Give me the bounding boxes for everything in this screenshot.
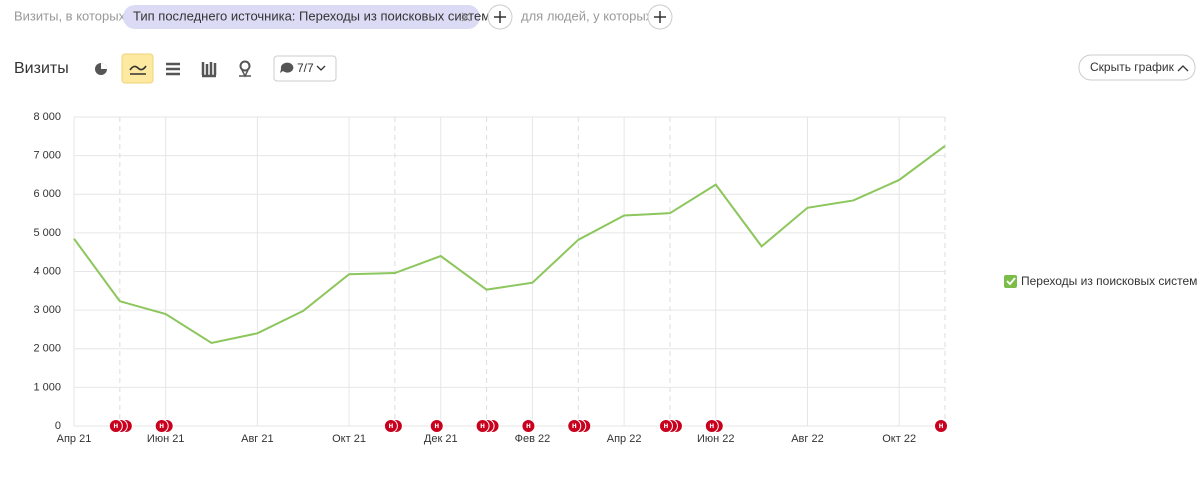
- x-tick-label: Апр 22: [607, 433, 642, 445]
- annotation-label: н: [664, 421, 669, 430]
- add-people-condition[interactable]: [647, 4, 673, 30]
- annotation-dot: [429, 419, 444, 433]
- annotation-label: н: [388, 421, 393, 430]
- annotation-marker[interactable]: н: [567, 419, 592, 433]
- y-tick-label: 8 000: [33, 111, 61, 123]
- annotation-label: н: [939, 421, 944, 430]
- annotation-dot: [108, 419, 123, 433]
- annotation-marker[interactable]: н: [154, 419, 174, 433]
- legend-checkbox[interactable]: [1004, 275, 1017, 288]
- annotation-dot: [383, 419, 398, 433]
- annotation-dot: [154, 419, 169, 433]
- x-tick-label: Окт 21: [332, 433, 366, 445]
- annotation-marker[interactable]: н: [383, 419, 403, 433]
- chip-remove[interactable]: [461, 12, 471, 22]
- annotation-dot: [475, 419, 490, 433]
- toolbar-title: Визиты: [14, 60, 69, 77]
- annotation-dot: [658, 419, 673, 433]
- x-tick-label: Июн 21: [147, 433, 185, 445]
- x-tick-label: Дек 21: [424, 433, 458, 445]
- annotation-label: н: [526, 421, 531, 430]
- add-condition[interactable]: [487, 4, 513, 30]
- chart-type-area[interactable]: [166, 62, 180, 76]
- y-tick-label: 5 000: [33, 227, 61, 239]
- filter-chip[interactable]: [123, 5, 480, 29]
- series-line: [73, 145, 946, 345]
- chart-type-map[interactable]: [239, 60, 251, 78]
- chart-type-pie[interactable]: [95, 63, 107, 75]
- annotation-dot: [934, 419, 948, 433]
- x-tick-label: Апр 21: [57, 433, 92, 445]
- y-tick-label: 1 000: [33, 381, 61, 393]
- x-tick-label: Фев 22: [515, 433, 551, 445]
- annotation-label: н: [709, 421, 714, 430]
- y-tick-label: 6 000: [33, 188, 61, 200]
- annotation-marker[interactable]: н: [429, 419, 444, 433]
- chart-type-bar[interactable]: [201, 62, 217, 78]
- comments-icon: [280, 62, 294, 73]
- annotation-dot: [567, 419, 582, 433]
- x-tick-label: Авг 21: [241, 433, 273, 445]
- annotation-marker[interactable]: н: [658, 419, 683, 433]
- annotation-label: н: [572, 421, 577, 430]
- hide-chart-button[interactable]: [1078, 54, 1196, 81]
- dropdown-caret: [316, 65, 326, 71]
- annotation-dot: [521, 419, 536, 433]
- annotation-marker[interactable]: н: [108, 419, 133, 433]
- annotation-marker[interactable]: н: [521, 419, 536, 433]
- x-tick-label: Авг 22: [791, 433, 823, 445]
- comments-dropdown[interactable]: [273, 55, 337, 82]
- hide-chart-caret: [1177, 65, 1189, 72]
- y-tick-label: 7 000: [33, 150, 61, 162]
- annotation-label: н: [159, 421, 164, 430]
- legend-check: [1006, 277, 1016, 286]
- legend-label: Переходы из поисковых систем: [1021, 274, 1197, 288]
- x-tick-label: Окт 22: [882, 433, 916, 445]
- y-tick-label: 0: [55, 420, 61, 432]
- filter-prefix: Визиты, в которых: [14, 8, 126, 23]
- filter-suffix: для людей, у которых: [521, 8, 653, 23]
- annotation-dot: [704, 419, 719, 433]
- annotation-label: н: [434, 421, 439, 430]
- y-tick-label: 3 000: [33, 304, 61, 316]
- annotation-label: н: [113, 421, 118, 430]
- filter-chip-label: Тип последнего источника: Переходы из по…: [133, 8, 490, 23]
- annotation-marker[interactable]: н: [934, 419, 948, 433]
- y-tick-label: 4 000: [33, 265, 61, 277]
- comments-count: 7/7: [297, 61, 314, 75]
- hide-chart-label: Скрыть график: [1090, 60, 1175, 74]
- annotation-marker[interactable]: н: [704, 419, 724, 433]
- annotation-label: н: [480, 421, 485, 430]
- y-tick-label: 2 000: [33, 343, 61, 355]
- chart-type-line-icon: [129, 65, 147, 75]
- annotation-marker[interactable]: н: [475, 419, 500, 433]
- x-tick-label: Июн 22: [697, 433, 735, 445]
